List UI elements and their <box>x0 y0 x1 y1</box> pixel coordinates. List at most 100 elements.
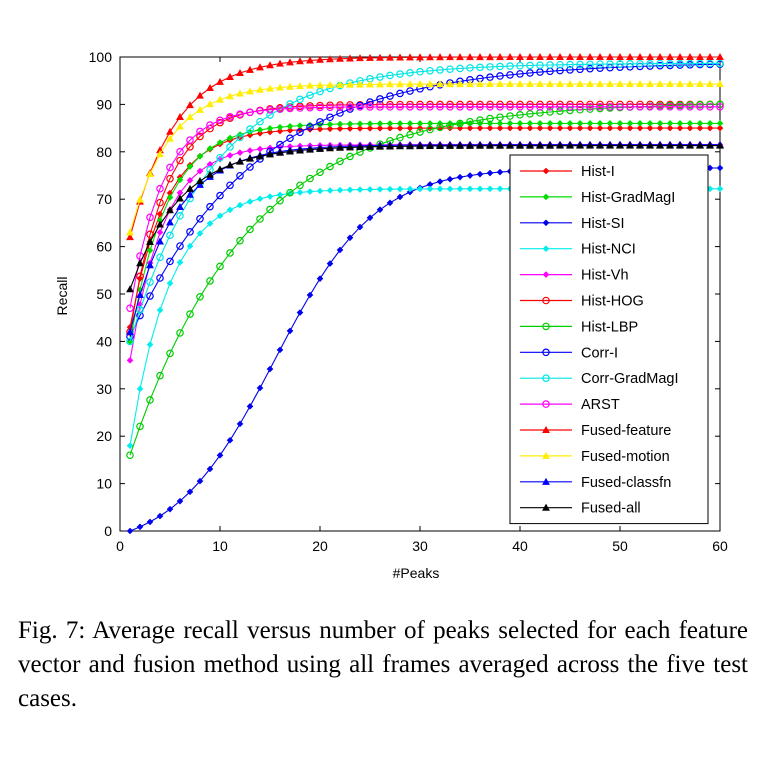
data-point <box>216 191 224 200</box>
data-point <box>256 63 264 71</box>
data-point <box>696 52 704 61</box>
data-point <box>456 102 464 111</box>
data-point <box>346 103 354 111</box>
data-point <box>306 174 314 183</box>
data-point <box>316 55 324 63</box>
data-point <box>146 341 154 348</box>
data-point <box>626 120 634 127</box>
data-point <box>256 215 264 223</box>
data-point <box>706 120 714 127</box>
data-point <box>406 53 414 61</box>
data-point <box>526 69 534 77</box>
data-point <box>186 177 194 184</box>
data-point <box>466 117 474 126</box>
legend-box <box>509 154 709 525</box>
data-point <box>436 185 444 193</box>
data-point <box>716 100 724 109</box>
data-point <box>126 285 134 293</box>
data-point <box>516 102 524 111</box>
data-point <box>256 195 264 203</box>
data-point <box>486 185 494 193</box>
data-point <box>146 261 154 269</box>
data-point <box>676 59 684 68</box>
data-point <box>526 61 534 70</box>
data-point <box>196 167 204 175</box>
data-point <box>306 291 314 299</box>
data-point <box>516 80 524 88</box>
data-point <box>236 420 244 428</box>
data-point <box>156 210 164 218</box>
data-point <box>306 91 314 100</box>
data-point <box>506 112 514 120</box>
recall-chart: 0 10 20 30 40 50 60 0 10 20 30 40 50 60 70 80 90 100 #Pea… <box>54 49 728 581</box>
data-point <box>266 105 274 114</box>
data-point <box>516 100 524 109</box>
data-point <box>656 80 664 88</box>
data-point <box>716 120 724 127</box>
data-point <box>616 124 624 132</box>
data-point <box>666 141 674 149</box>
data-point <box>336 103 344 111</box>
data-point <box>436 178 444 185</box>
data-point <box>566 60 574 69</box>
data-point <box>336 80 344 88</box>
data-point <box>246 163 254 171</box>
data-point <box>586 60 594 69</box>
data-point <box>306 145 314 153</box>
data-point <box>216 262 224 271</box>
data-point <box>536 120 544 127</box>
data-point <box>126 337 134 346</box>
data-point <box>506 62 514 70</box>
data-point <box>686 141 694 149</box>
data-point <box>126 304 134 313</box>
data-point <box>586 105 594 113</box>
data-point <box>506 124 514 132</box>
data-point <box>326 113 334 122</box>
data-point <box>356 125 364 132</box>
legend-entry: Corr-I <box>520 345 618 361</box>
data-point <box>146 230 154 239</box>
y-tick-label: 100 <box>89 49 113 65</box>
data-point <box>176 156 184 165</box>
data-point <box>416 128 424 136</box>
data-point <box>326 55 334 63</box>
data-point <box>506 100 514 109</box>
data-point <box>516 61 524 70</box>
data-point <box>156 371 164 380</box>
data-point <box>166 231 174 240</box>
data-point <box>546 124 554 132</box>
data-point <box>156 253 164 262</box>
data-point <box>276 83 284 91</box>
data-point <box>616 80 624 88</box>
data-point <box>276 148 284 156</box>
data-point <box>236 201 244 209</box>
data-point <box>496 124 504 132</box>
data-point <box>576 124 584 132</box>
data-point <box>176 497 184 505</box>
legend-marker <box>542 167 550 175</box>
data-point <box>366 214 374 222</box>
y-tick-label: 20 <box>96 428 112 444</box>
data-point <box>556 141 564 149</box>
data-point <box>506 141 514 149</box>
data-point <box>326 125 334 133</box>
data-point <box>476 63 484 72</box>
data-point <box>176 194 184 202</box>
data-point <box>366 80 374 88</box>
data-point <box>346 234 354 242</box>
data-point <box>606 52 614 61</box>
data-point <box>276 346 284 354</box>
data-point <box>406 124 414 132</box>
data-point <box>546 102 554 111</box>
data-point <box>466 172 474 179</box>
data-point <box>656 102 664 111</box>
data-point <box>166 257 174 266</box>
data-point <box>206 170 214 178</box>
data-point <box>636 124 644 132</box>
data-point <box>286 58 294 66</box>
data-point <box>136 259 144 267</box>
data-point <box>176 242 184 250</box>
data-point <box>166 279 174 287</box>
y-axis-label: Recall <box>54 277 70 316</box>
data-point <box>136 422 144 431</box>
